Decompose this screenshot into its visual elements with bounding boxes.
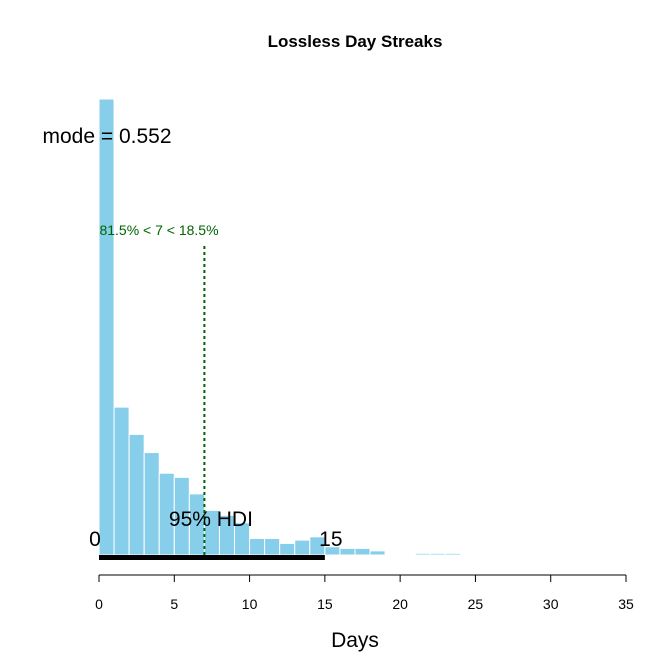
x-tick-label: 30 [543,596,559,612]
chart-title: Lossless Day Streaks [268,32,443,51]
histogram-bar [414,552,431,556]
x-tick-label: 5 [170,596,178,612]
mode-annotation: mode = 0.552 [42,125,171,148]
hdi-bar [99,555,325,560]
x-tick-label: 25 [468,596,484,612]
comparison-label: 81.5% < 7 < 18.5% [99,222,218,238]
histogram-bar [505,553,522,556]
histogram-bar [354,547,371,556]
histogram-bar [128,433,145,556]
x-tick-label: 10 [242,596,258,612]
x-tick-label: 15 [317,596,333,612]
histogram-bar [459,553,476,556]
histogram-bar [143,452,160,556]
hdi-label: 95% HDI [169,508,253,531]
x-tick-label: 0 [95,596,103,612]
histogram-bar [399,553,416,556]
histogram-bar [384,553,401,556]
bars-group [98,98,522,556]
histogram-bar [98,98,115,556]
histogram-bar [444,552,461,556]
hdi-high-label: 15 [319,528,342,551]
histogram-bar [294,539,311,556]
x-tick-label: 20 [392,596,408,612]
x-axis-title: Days [331,629,379,652]
histogram-bar [264,537,281,556]
x-tick-label: 35 [618,596,634,612]
hdi-group: 95% HDI 0 15 [89,508,343,560]
x-axis: 0 5 10 15 20 25 30 35 [95,574,634,612]
mode-label: mode = 0.552 [42,125,171,148]
histogram-bar [429,552,446,556]
histogram-bar [279,542,296,556]
histogram-bar [369,550,386,556]
comparison-group: 81.5% < 7 < 18.5% [99,222,219,555]
hdi-low-label: 0 [89,528,101,551]
histogram-bar [113,406,130,556]
histogram-bar [249,537,266,556]
